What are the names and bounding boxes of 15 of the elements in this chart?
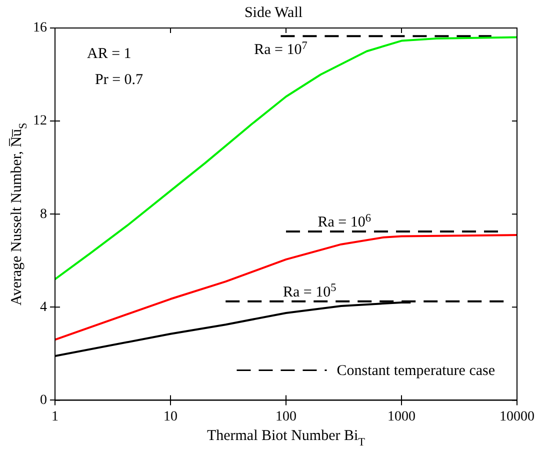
y-tick-label: 8	[40, 206, 47, 222]
y-tick-label: 16	[33, 20, 47, 36]
y-tick-label: 4	[40, 300, 47, 315]
annotation: AR = 1	[87, 46, 132, 62]
x-tick-label: 10	[164, 409, 178, 424]
annotation: Pr = 0.7	[95, 72, 144, 88]
y-axis-title: Average Nusselt Number, N̅u̅S	[8, 122, 30, 306]
x-tick-label: 10000	[500, 409, 534, 424]
y-tick-label: 12	[33, 114, 47, 129]
x-tick-label: 1000	[388, 409, 416, 424]
chart-title: Side Wall	[244, 4, 303, 21]
x-tick-label: 1	[52, 409, 58, 424]
x-tick-label: 100	[276, 409, 296, 424]
y-tick-label: 0	[40, 392, 47, 408]
text: Constant temperature case	[336, 363, 496, 380]
